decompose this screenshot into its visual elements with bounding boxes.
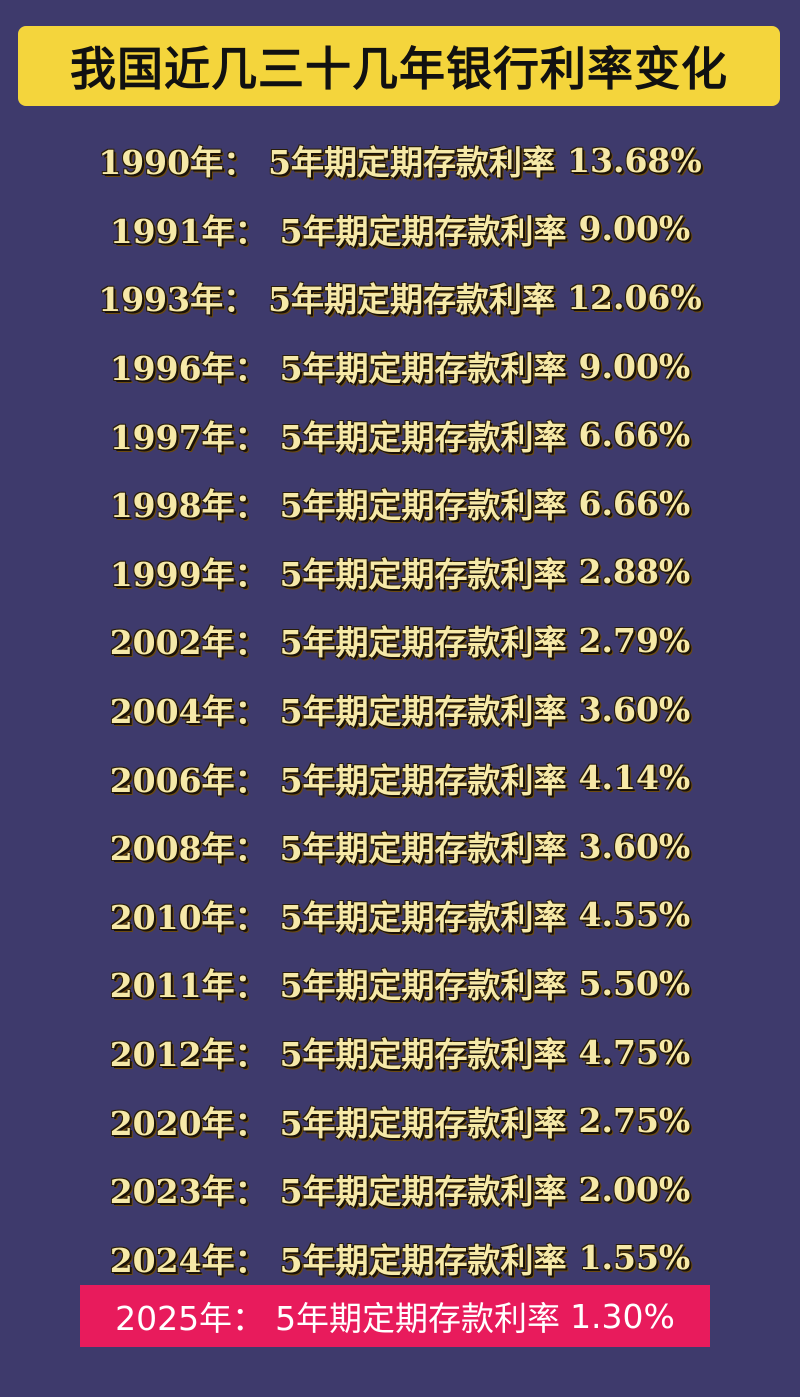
row-rate: 2.00%: [578, 1169, 691, 1209]
rate-row: 2020年： 5年期定期存款利率 2.75%: [0, 1086, 800, 1155]
rate-row: 1993年： 5年期定期存款利率 12.06%: [0, 263, 800, 332]
row-year: 2020年：: [109, 1103, 268, 1143]
row-label: 5年期定期存款利率: [279, 1240, 567, 1280]
row-year: 1996年：: [109, 349, 268, 389]
row-year: 2024年：: [109, 1240, 268, 1280]
rate-row: 1990年： 5年期定期存款利率 13.68%: [0, 126, 800, 195]
row-rate: 4.14%: [578, 758, 691, 798]
row-year: 2011年：: [109, 966, 268, 1006]
row-label: 5年期定期存款利率: [279, 692, 567, 732]
row-rate: 3.60%: [578, 826, 691, 866]
row-year: 1999年：: [109, 554, 268, 594]
row-rate: 6.66%: [578, 415, 691, 455]
rate-row: 2012年： 5年期定期存款利率 4.75%: [0, 1018, 800, 1087]
row-label: 5年期定期存款利率: [279, 486, 567, 526]
row-rate: 2.88%: [578, 552, 691, 592]
row-label: 5年期定期存款利率: [279, 897, 567, 937]
row-year: 2025年：: [115, 1299, 266, 1338]
rate-row: 2011年： 5年期定期存款利率 5.50%: [0, 949, 800, 1018]
row-label: 5年期定期存款利率: [279, 349, 567, 389]
rate-row: 2023年： 5年期定期存款利率 2.00%: [0, 1155, 800, 1224]
row-label: 5年期定期存款利率: [279, 1172, 567, 1212]
highlighted-row-2025: 2025年： 5年期定期存款利率 1.30%: [80, 1285, 710, 1347]
row-year: 2008年：: [109, 829, 268, 869]
row-rate: 6.66%: [578, 483, 691, 523]
row-rate: 4.75%: [578, 1032, 691, 1072]
row-rate: 2.75%: [578, 1101, 691, 1141]
row-rate: 3.60%: [578, 689, 691, 729]
rate-row: 2024年： 5年期定期存款利率 1.55%: [0, 1224, 800, 1293]
rate-list: 1990年： 5年期定期存款利率 13.68% 1991年： 5年期定期存款利率 9.00…: [0, 126, 800, 1292]
row-rate: 1.30%: [570, 1296, 675, 1336]
row-rate: 2.79%: [578, 620, 691, 660]
rate-row: 1998年： 5年期定期存款利率 6.66%: [0, 469, 800, 538]
row-label: 5年期定期存款利率: [268, 280, 556, 320]
row-rate: 9.00%: [578, 346, 691, 386]
row-label: 5年期定期存款利率: [279, 1103, 567, 1143]
rate-row: 2006年： 5年期定期存款利率 4.14%: [0, 743, 800, 812]
row-year: 2006年：: [109, 760, 268, 800]
row-year: 2002年：: [109, 623, 268, 663]
row-label: 5年期定期存款利率: [279, 554, 567, 594]
row-label: 5年期定期存款利率: [275, 1299, 561, 1338]
rate-row: 2008年： 5年期定期存款利率 3.60%: [0, 812, 800, 881]
row-label: 5年期定期存款利率: [268, 143, 556, 183]
row-label: 5年期定期存款利率: [279, 211, 567, 251]
rate-row: 2010年： 5年期定期存款利率 4.55%: [0, 881, 800, 950]
rate-row: 2002年： 5年期定期存款利率 2.79%: [0, 606, 800, 675]
row-year: 1991年：: [109, 211, 268, 251]
row-label: 5年期定期存款利率: [279, 829, 567, 869]
row-year: 2012年：: [109, 1035, 268, 1075]
row-label: 5年期定期存款利率: [279, 1035, 567, 1075]
row-rate: 9.00%: [578, 209, 691, 249]
rate-row: 2004年： 5年期定期存款利率 3.60%: [0, 675, 800, 744]
row-rate: 13.68%: [567, 140, 702, 180]
row-year: 2010年：: [109, 897, 268, 937]
title-banner: 我国近几三十几年银行利率变化: [18, 26, 780, 106]
row-rate: 1.55%: [578, 1238, 691, 1278]
row-rate: 12.06%: [567, 277, 702, 317]
row-year: 1993年：: [98, 280, 257, 320]
row-label: 5年期定期存款利率: [279, 966, 567, 1006]
row-rate: 5.50%: [578, 963, 691, 1003]
rate-row: 1997年： 5年期定期存款利率 6.66%: [0, 400, 800, 469]
row-year: 1997年：: [109, 417, 268, 457]
rate-row: 1999年： 5年期定期存款利率 2.88%: [0, 538, 800, 607]
rate-row: 1991年： 5年期定期存款利率 9.00%: [0, 195, 800, 264]
row-rate: 4.55%: [578, 895, 691, 935]
rate-row: 1996年： 5年期定期存款利率 9.00%: [0, 332, 800, 401]
row-label: 5年期定期存款利率: [279, 417, 567, 457]
row-year: 1990年：: [98, 143, 257, 183]
row-year: 1998年：: [109, 486, 268, 526]
row-year: 2023年：: [109, 1172, 268, 1212]
row-label: 5年期定期存款利率: [279, 760, 567, 800]
row-year: 2004年：: [109, 692, 268, 732]
page-title: 我国近几三十几年银行利率变化: [70, 42, 728, 96]
row-label: 5年期定期存款利率: [279, 623, 567, 663]
